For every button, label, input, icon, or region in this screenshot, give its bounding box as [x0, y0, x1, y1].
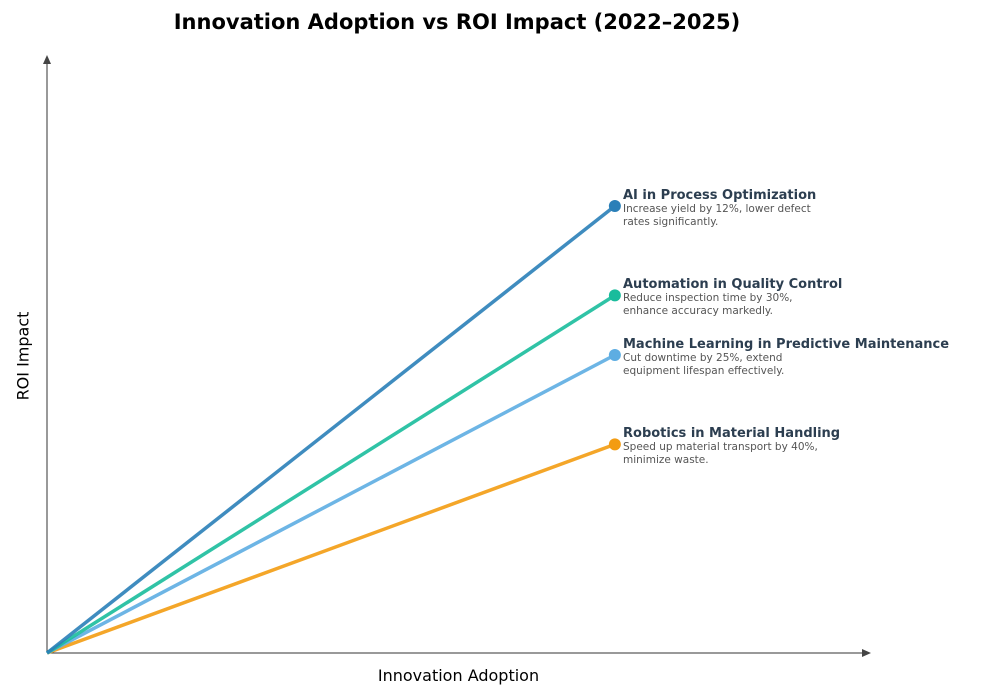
- series-name: Machine Learning in Predictive Maintenan…: [623, 337, 950, 352]
- series-endpoint-marker: [608, 200, 621, 212]
- series-annotation: Machine Learning in Predictive Maintenan…: [623, 337, 949, 378]
- series-line: [46, 353, 616, 655]
- series-endpoint-marker: [608, 289, 621, 302]
- series-name: AI in Process Optimization: [623, 188, 817, 203]
- series-name: Robotics in Material Handling: [623, 426, 841, 442]
- series-description: Cut downtime by 25%, extend equipment li…: [623, 352, 785, 377]
- series-annotation: Robotics in Material Handling Speed up ma…: [623, 426, 840, 467]
- series-line: [46, 442, 616, 655]
- series-endpoint-marker: [608, 349, 621, 361]
- series-description: Reduce inspection time by 30%, enhance a…: [623, 292, 793, 318]
- series-name: Automation in Quality Control: [623, 277, 843, 293]
- series-line: [45, 204, 616, 655]
- y-axis-label: ROI Impact: [13, 311, 33, 401]
- chart-title: Innovation Adoption vs ROI Impact (2022–…: [173, 10, 741, 34]
- series-endpoint-marker: [608, 438, 621, 451]
- series-annotation: AI in Process Optimization Increase yield…: [623, 188, 838, 229]
- x-axis-label: Innovation Adoption: [377, 666, 540, 685]
- series-description: Speed up material transport by 40%, mini…: [623, 441, 818, 467]
- y-axis-arrow-icon: [43, 55, 51, 64]
- series-description: Increase yield by 12%, lower defect rate…: [623, 203, 811, 228]
- x-axis-arrow-icon: [862, 649, 871, 657]
- series-annotation: Automation in Quality Control Reduce insp…: [623, 277, 842, 318]
- series-line: [46, 293, 616, 655]
